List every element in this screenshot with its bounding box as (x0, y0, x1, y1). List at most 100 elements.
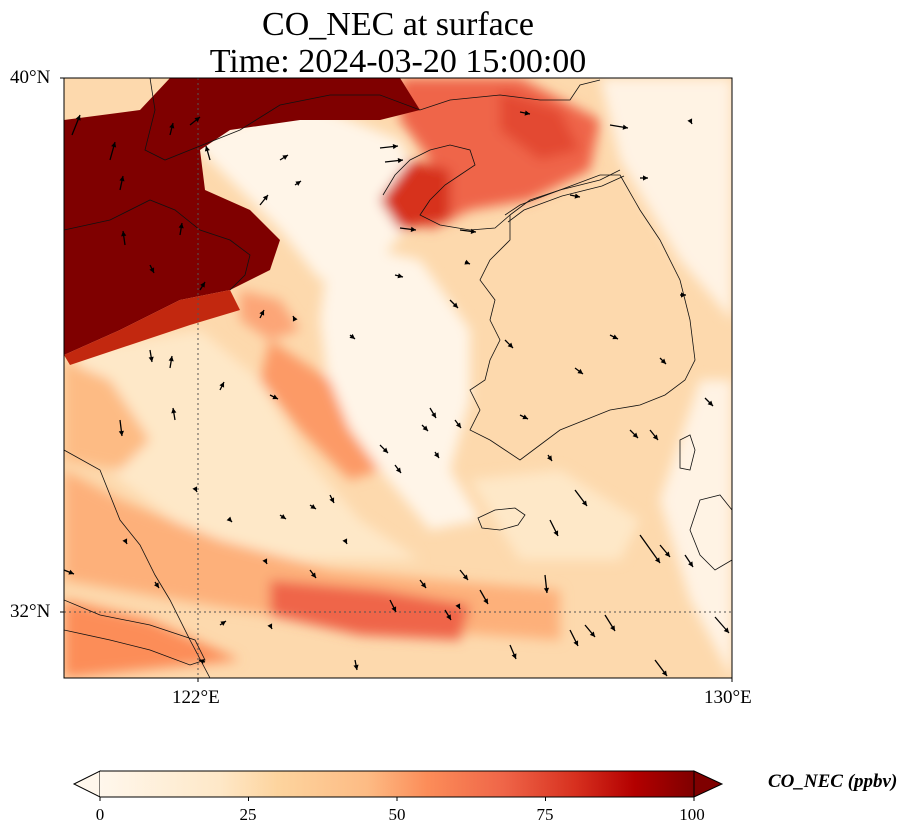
wind-arrowhead (632, 432, 638, 438)
wind-arrowhead (410, 226, 416, 232)
wind-arrowhead (455, 603, 461, 609)
colorbar-tick-label: 25 (239, 805, 257, 824)
wind-arrowhead (122, 538, 128, 544)
wind-arrowhead (392, 143, 398, 150)
wind-arrowhead (391, 606, 397, 612)
lat-tick-label: 32°N (10, 601, 51, 622)
wind-arrowhead (707, 400, 713, 406)
axis-ticks (60, 77, 733, 682)
wind-arrowhead (431, 412, 436, 418)
wind-arrowhead (660, 358, 666, 364)
wind-arrowhead (483, 598, 488, 604)
wind-arrowhead (310, 504, 316, 509)
wind-arrowhead (524, 110, 530, 116)
wind-arrowhead (547, 455, 552, 461)
map-title-line1: CO_NEC at surface (262, 6, 534, 43)
wind-arrowhead (589, 631, 595, 637)
wind-arrowhead (573, 640, 579, 646)
wind-arrowhead (681, 292, 686, 298)
colorbar-tick-label: 50 (388, 805, 406, 824)
wind-arrowhead (226, 516, 232, 522)
gridlines (64, 78, 732, 678)
wind-arrowhead (422, 425, 428, 431)
wind-arrowhead (397, 273, 403, 279)
wind-arrowhead (168, 356, 174, 362)
colorbar (72, 770, 724, 801)
colorbar-gradient (100, 771, 694, 797)
wind-arrowhead (192, 486, 198, 492)
map-title-line2: Time: 2024-03-20 15:00:00 (209, 43, 587, 80)
wind-arrowhead (295, 181, 301, 186)
lon-tick-label: 130°E (704, 687, 752, 708)
wind-arrowhead (154, 582, 159, 588)
map-frame (63, 77, 733, 679)
wind-arrowhead (664, 551, 670, 557)
wind-arrowhead (464, 259, 470, 265)
wind-arrowhead (581, 500, 587, 506)
colorbar-tick-label: 100 (679, 805, 705, 824)
wind-arrowhead (149, 267, 155, 273)
wind-arrowhead (612, 334, 618, 340)
wind-arrowhead (148, 356, 154, 362)
wind-arrowhead (452, 302, 458, 308)
wind-arrowhead (543, 587, 550, 593)
wind-arrowhead (353, 664, 359, 670)
wind-arrowhead (220, 621, 226, 626)
wind-arrowhead (382, 447, 388, 453)
wind-arrowhead (397, 157, 403, 164)
wind-arrowhead (455, 422, 461, 428)
wind-arrowhead (470, 228, 476, 234)
wind-arrowhead (420, 582, 426, 588)
wind-arrowhead (199, 659, 205, 665)
lat-tick-label: 40°N (10, 67, 51, 88)
wind-arrowhead (292, 316, 298, 322)
wind-arrowhead (434, 452, 439, 458)
colorbar-extend-min (72, 770, 101, 798)
wind-arrowhead (259, 310, 265, 316)
wind-arrow (639, 534, 661, 564)
wind-arrowhead (280, 514, 286, 519)
wind-arrowhead (267, 623, 273, 629)
wind-arrowhead (68, 569, 74, 575)
wind-arrowhead (200, 282, 205, 288)
wind-arrowhead (553, 530, 559, 536)
wind-vectors (63, 110, 730, 677)
wind-arrowhead (723, 627, 729, 633)
wind-arrowhead (349, 333, 355, 339)
colorbar-tick-label: 0 (95, 805, 105, 824)
wind-arrowhead (342, 538, 348, 544)
wind-arrowhead (446, 614, 451, 620)
wind-arrowhead (119, 176, 125, 182)
wind-arrowhead (507, 342, 513, 348)
wind-arrowhead (643, 175, 648, 181)
wind-arrowhead (329, 497, 335, 503)
concentration-field (64, 78, 732, 678)
wind-arrowhead (111, 142, 117, 148)
wind-arrowhead (75, 115, 81, 121)
wind-arrowhead (511, 653, 517, 659)
colorbar-tick-label: 75 (536, 805, 554, 824)
wind-arrowhead (687, 118, 693, 124)
wind-arrowhead (204, 146, 210, 152)
lon-tick-label: 122°E (172, 687, 220, 708)
wind-arrowhead (654, 557, 660, 563)
wind-arrowhead (574, 193, 580, 199)
wind-arrowhead (610, 625, 615, 631)
wind-arrowhead (171, 408, 177, 414)
wind-arrowhead (282, 155, 288, 160)
wind-arrowhead (652, 434, 658, 440)
wind-arrowhead (622, 124, 628, 130)
wind-arrowhead (194, 117, 200, 123)
wind-arrowhead (522, 414, 528, 420)
wind-arrowhead (395, 467, 401, 473)
wind-arrowhead (661, 670, 667, 676)
wind-arrowhead (272, 394, 278, 400)
colorbar-label: CO_NEC (ppbv) (768, 771, 898, 792)
wind-arrowhead (121, 231, 127, 237)
wind-arrowhead (310, 572, 316, 578)
wind-arrowhead (462, 574, 468, 580)
wind-arrowhead (688, 561, 693, 567)
coastlines (64, 78, 732, 678)
wind-arrowhead (577, 368, 583, 374)
